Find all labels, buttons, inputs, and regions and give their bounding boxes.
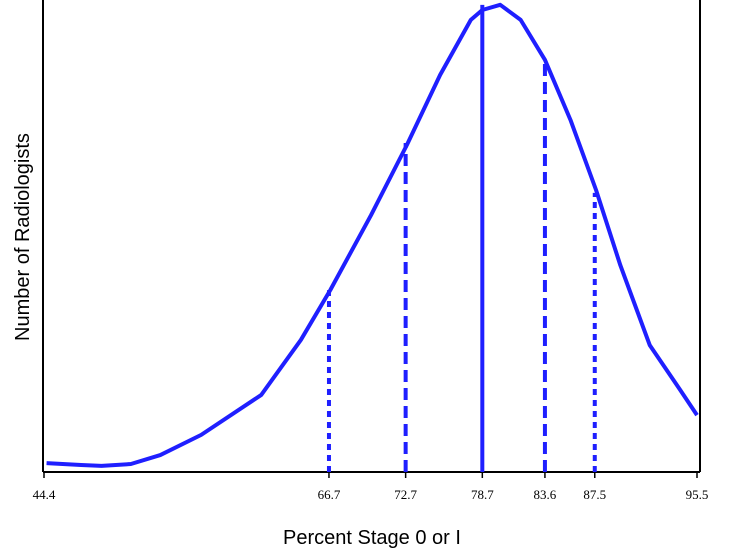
x-tick-label: 44.4 <box>33 487 56 502</box>
y-axis-title: Number of Radiologists <box>12 133 34 341</box>
density-curve <box>46 2 699 468</box>
x-tick-label: 66.7 <box>318 487 341 502</box>
x-tick-label: 87.5 <box>583 487 606 502</box>
x-tick-label: 83.6 <box>534 487 557 502</box>
x-tick-label: 95.5 <box>686 487 709 502</box>
x-axis-title: Percent Stage 0 or I <box>283 527 461 549</box>
x-tick-label: 78.7 <box>471 487 494 502</box>
x-tick-label: 72.7 <box>394 487 417 502</box>
